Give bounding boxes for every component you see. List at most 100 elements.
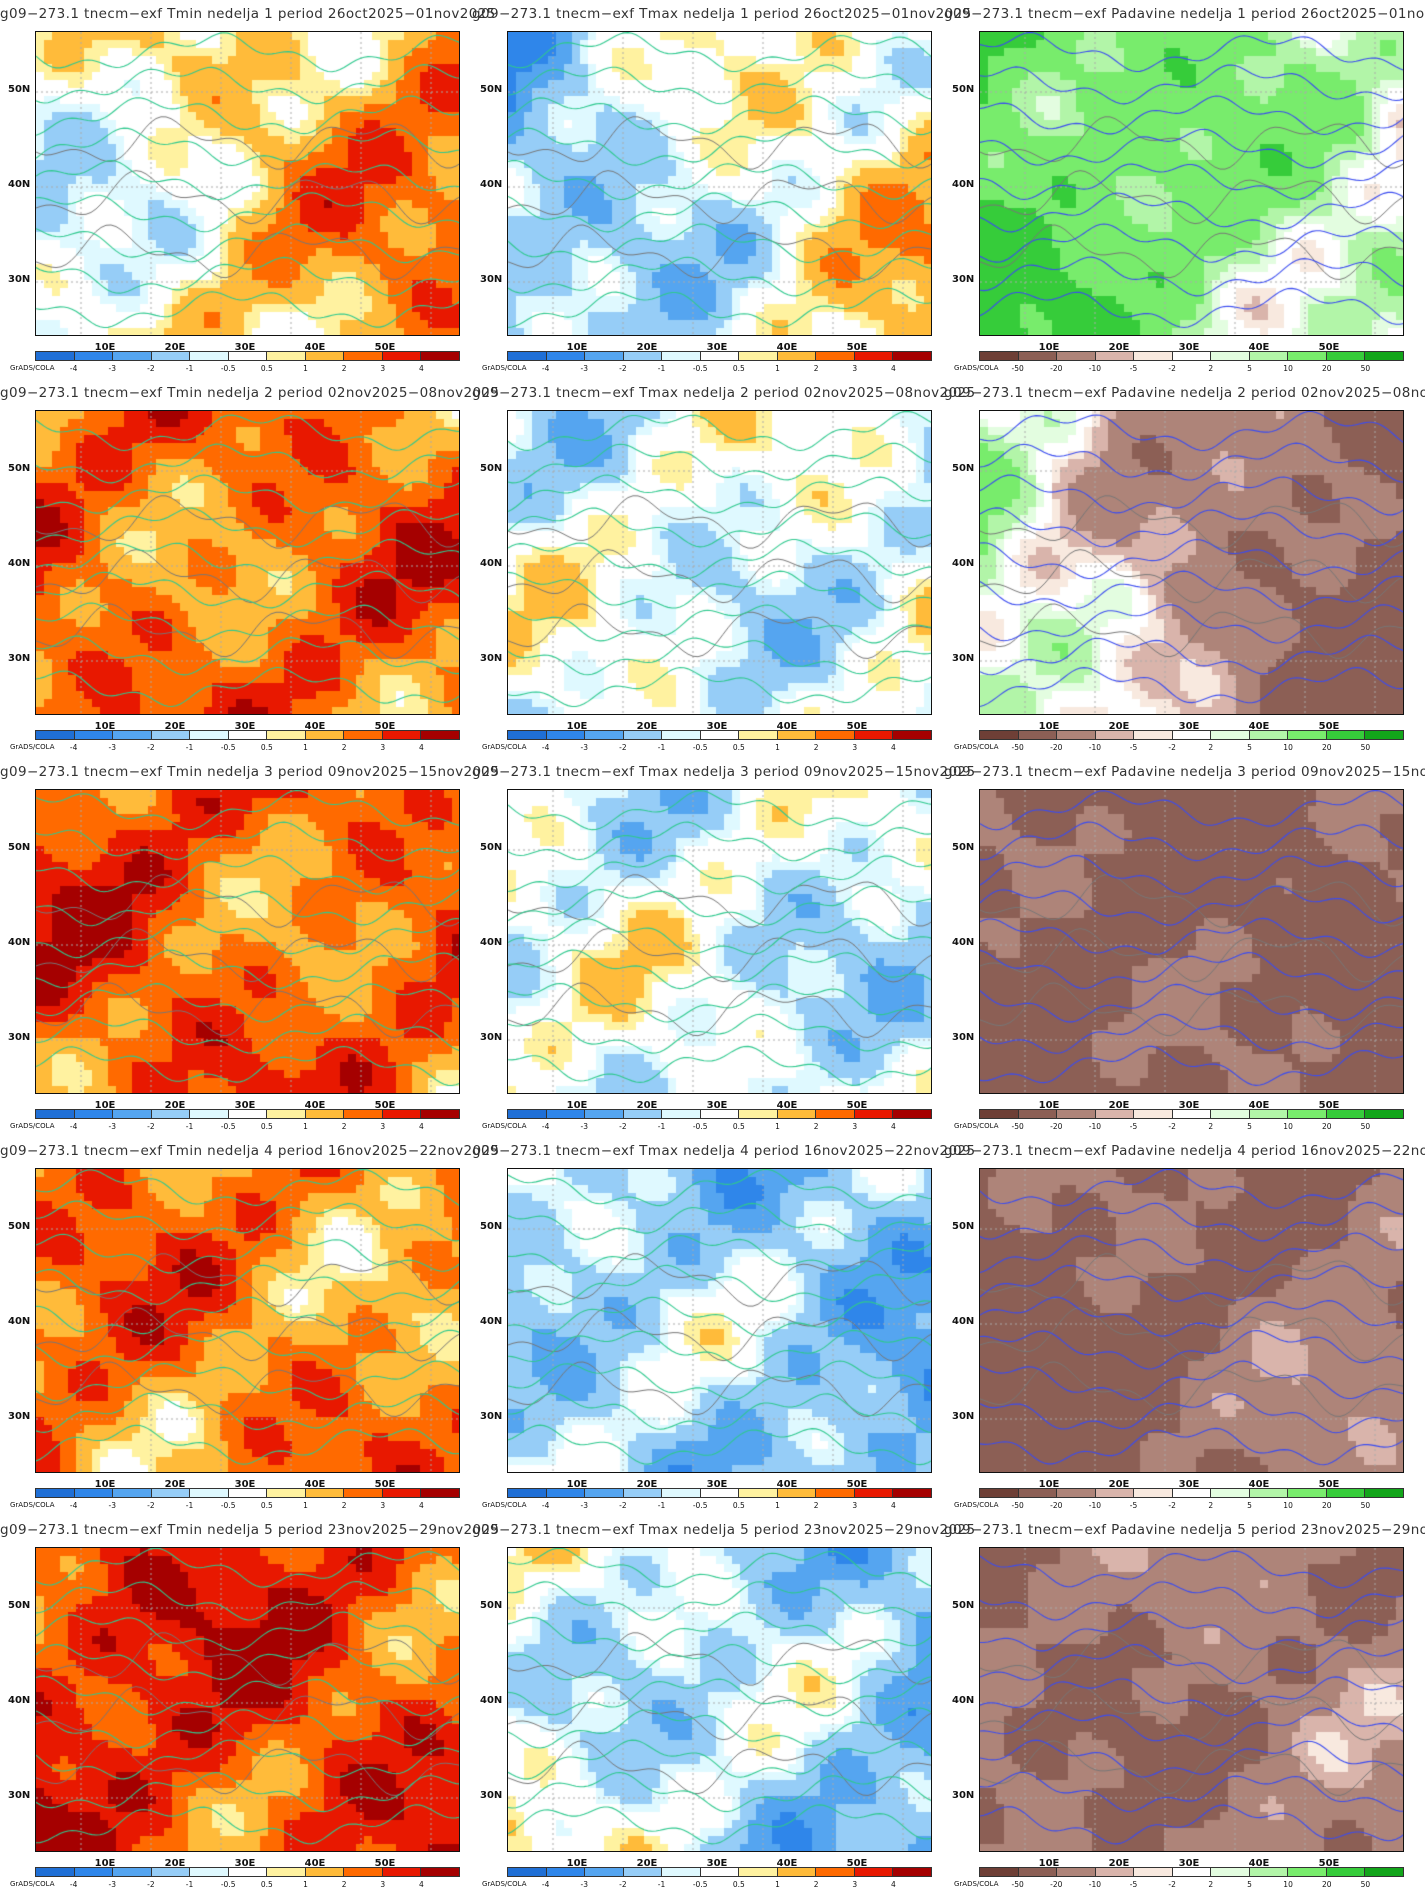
colorbar-tick-label: -1: [185, 743, 194, 752]
lon-tick-label: 40E: [304, 1479, 326, 1490]
colorbar-tick-label: -1: [657, 364, 666, 373]
colorbar-swatch: [508, 1868, 547, 1876]
anomaly-field: [980, 1548, 1403, 1851]
colorbar-swatch: [1365, 731, 1404, 739]
map-panel: g09−273.1 tnecm−exf Tmax nedelja 4 perio…: [472, 1137, 975, 1516]
colorbar-swatch: [623, 731, 663, 739]
panel-title: g09−273.1 tnecm−exf Tmax nedelja 1 perio…: [472, 6, 972, 22]
colorbar-swatch: [421, 1110, 460, 1118]
colorbar-swatch: [1057, 1489, 1096, 1497]
colorbar-swatch: [36, 1868, 75, 1876]
grads-credit: GrADS/COLA: [10, 1122, 55, 1130]
colorbar-swatch: [1134, 352, 1173, 360]
colorbar-swatch: [980, 1110, 1019, 1118]
colorbar-tick-label: -3: [580, 743, 589, 752]
map-plot-area: [979, 1547, 1404, 1852]
panel-title: g09−273.1 tnecm−exf Tmin nedelja 5 perio…: [0, 1522, 500, 1538]
lon-tick-label: 50E: [846, 342, 868, 353]
colorbar-swatch: [1288, 352, 1327, 360]
colorbar-tick-label: 3: [380, 364, 386, 373]
colorbar: [507, 1867, 932, 1877]
colorbar-tick-label: -1: [657, 743, 666, 752]
lon-tick-label: 40E: [1248, 1479, 1270, 1490]
lat-tick-label: 40N: [480, 179, 503, 190]
lon-tick-label: 10E: [566, 721, 588, 732]
colorbar-swatch: [1134, 1489, 1173, 1497]
lon-tick-label: 40E: [1248, 342, 1270, 353]
colorbar-tick-label: 2: [341, 743, 347, 752]
colorbar-tick-label: -50: [1011, 743, 1024, 752]
lat-tick-label: 30N: [952, 1790, 975, 1801]
colorbar-swatch: [344, 731, 383, 739]
lon-tick-label: 40E: [1248, 1100, 1270, 1111]
colorbar-tick-label: 5: [1247, 364, 1252, 373]
panel-title: g09−273.1 tnecm−exf Padavine nedelja 4 p…: [944, 1143, 1425, 1159]
colorbar-tick-label: -3: [580, 1880, 589, 1889]
colorbar-tick-label: 0.5: [260, 364, 273, 373]
lat-tick-label: 30N: [8, 1790, 31, 1801]
lat-tick-label: 30N: [480, 653, 503, 664]
colorbar-tick-label: -2: [619, 1501, 627, 1510]
colorbar-swatch: [421, 352, 460, 360]
lat-tick-label: 50N: [952, 1221, 975, 1232]
colorbar-tick-label: -0.5: [692, 1880, 708, 1889]
map-plot-area: [35, 31, 460, 336]
lat-tick-label: 40N: [952, 179, 975, 190]
colorbar-tick-label: -0.5: [220, 364, 236, 373]
colorbar-tick-label: -2: [1168, 1880, 1176, 1889]
lat-tick-label: 40N: [8, 1695, 31, 1706]
colorbar-tick-label: -0.5: [692, 364, 708, 373]
colorbar-tick-label: -1: [657, 1122, 666, 1131]
colorbar-tick-label: -4: [69, 364, 78, 373]
lon-tick-label: 30E: [1178, 342, 1200, 353]
colorbar-swatch: [1211, 352, 1250, 360]
colorbar-tick-label: 1: [303, 1122, 308, 1131]
colorbar-swatch: [854, 352, 894, 360]
colorbar-swatch: [190, 1868, 229, 1876]
panel-title: g09−273.1 tnecm−exf Tmin nedelja 3 perio…: [0, 764, 500, 780]
colorbar-swatch: [190, 352, 229, 360]
colorbar: [35, 351, 460, 361]
colorbar-tick-label: 50: [1360, 364, 1371, 373]
anomaly-field: [508, 411, 931, 714]
colorbar-tick-label: 4: [890, 1122, 896, 1131]
colorbar-tick-label: -2: [147, 1122, 155, 1131]
panel-title: g09−273.1 tnecm−exf Padavine nedelja 5 p…: [944, 1522, 1425, 1538]
lat-tick-label: 50N: [480, 1600, 503, 1611]
lon-tick-label: 40E: [304, 721, 326, 732]
lon-tick-label: 20E: [636, 1479, 658, 1490]
map-panel: g09−273.1 tnecm−exf Tmax nedelja 2 perio…: [472, 379, 975, 758]
colorbar-swatch: [1249, 1110, 1289, 1118]
lat-tick-label: 40N: [480, 937, 503, 948]
lat-tick-label: 50N: [8, 1221, 31, 1232]
colorbar-tick-label: 10: [1283, 743, 1293, 752]
lon-tick-label: 20E: [164, 1479, 186, 1490]
colorbar-swatch: [1172, 1489, 1212, 1497]
map-plot-area: [979, 31, 1404, 336]
lat-tick-label: 50N: [952, 1600, 975, 1611]
colorbar-tick-label: 5: [1247, 743, 1252, 752]
map-panel: g09−273.1 tnecm−exf Padavine nedelja 3 p…: [944, 758, 1425, 1137]
map-panel: g09−273.1 tnecm−exf Padavine nedelja 1 p…: [944, 0, 1425, 379]
lat-tick-label: 30N: [8, 653, 31, 664]
colorbar-swatch: [1249, 1868, 1289, 1876]
colorbar-swatch: [1018, 1489, 1058, 1497]
colorbar-swatch: [816, 352, 855, 360]
lat-tick-label: 50N: [480, 842, 503, 853]
lon-tick-label: 40E: [776, 1479, 798, 1490]
colorbar-swatch: [777, 731, 817, 739]
map-panel: g09−273.1 tnecm−exf Tmax nedelja 5 perio…: [472, 1516, 975, 1895]
lon-tick-label: 10E: [566, 1479, 588, 1490]
colorbar-tick-label: 3: [852, 364, 858, 373]
colorbar-swatch: [1326, 731, 1366, 739]
colorbar-swatch: [854, 1868, 894, 1876]
colorbar-tick-label: -10: [1088, 364, 1102, 373]
colorbar-tick-label: 1: [775, 743, 780, 752]
colorbar-swatch: [1095, 1110, 1135, 1118]
colorbar-swatch: [546, 1110, 586, 1118]
colorbar-swatch: [893, 1489, 932, 1497]
colorbar-tick-label: 1: [775, 1501, 780, 1510]
colorbar-swatch: [739, 352, 778, 360]
colorbar-swatch: [546, 352, 586, 360]
